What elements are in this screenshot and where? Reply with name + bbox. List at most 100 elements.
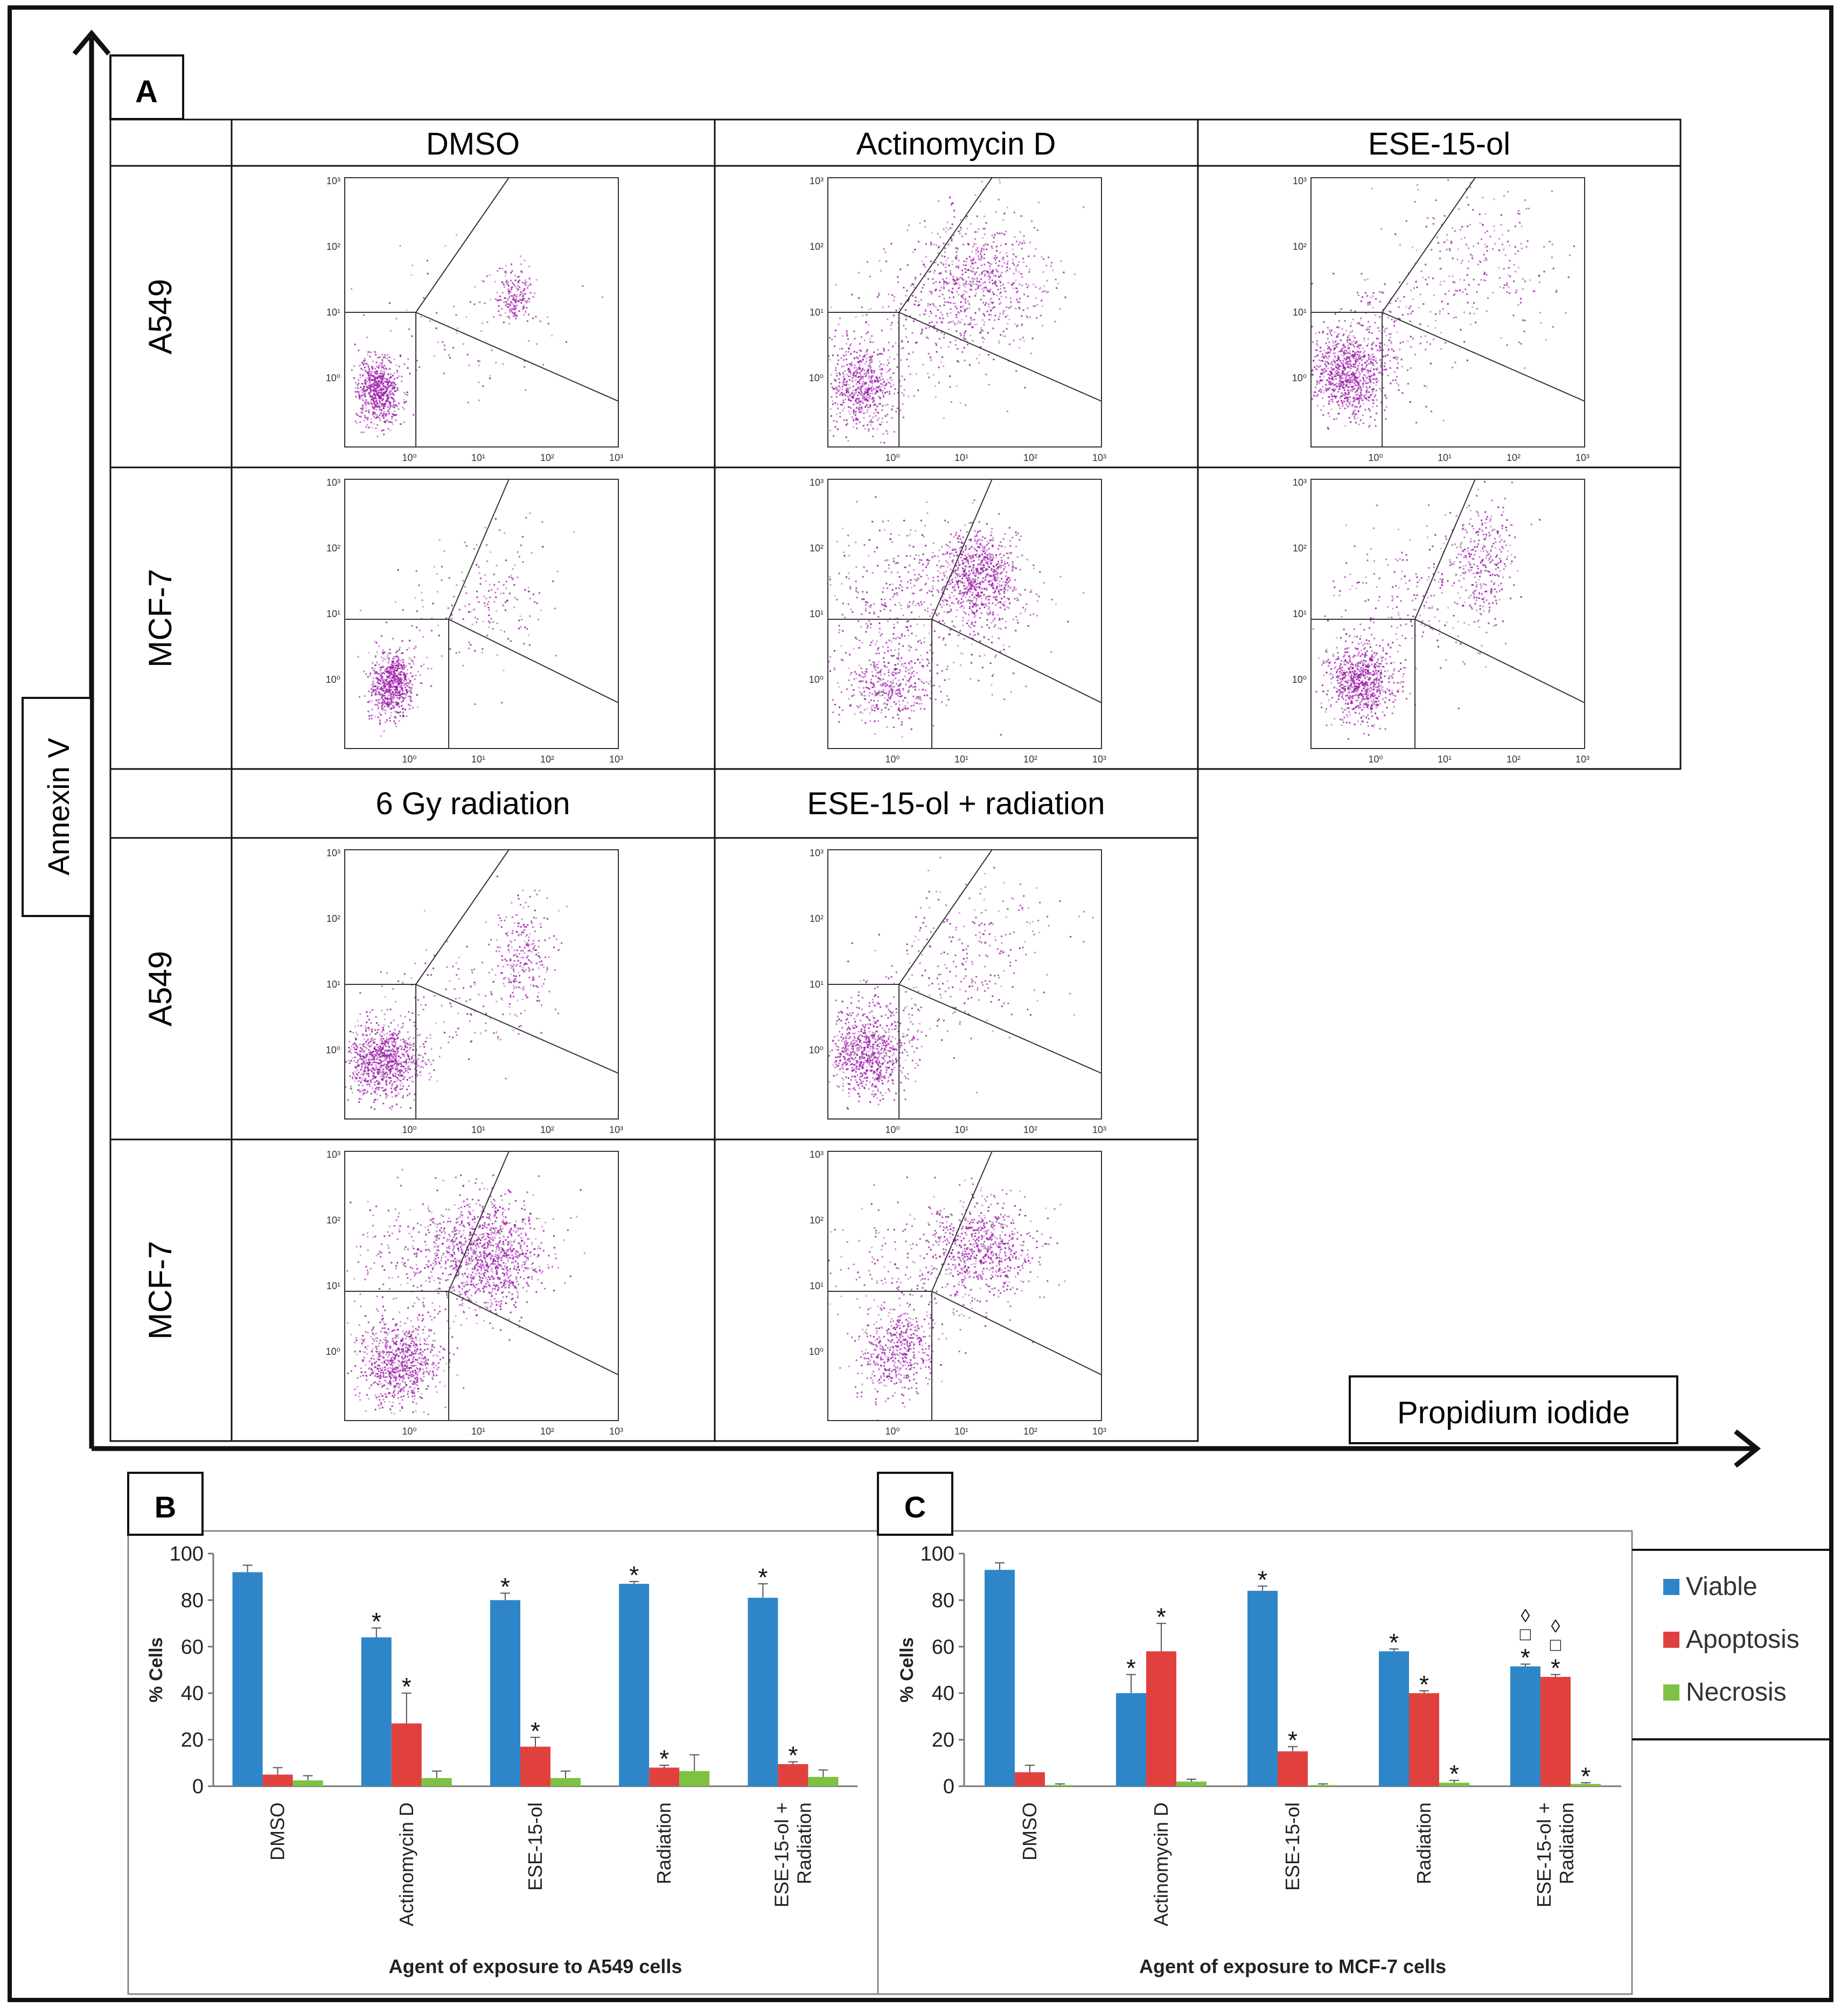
flow-y-tick: 10⁰ (809, 674, 824, 685)
bar-necrosis (1176, 1781, 1207, 1786)
significance-mark: * (758, 1563, 768, 1591)
category-label: ESE-15-ol + (770, 1802, 792, 1907)
x-axis-arrow (92, 1429, 1761, 1468)
flow-x-tick: 10² (540, 1124, 554, 1135)
bar-apoptosis (1146, 1651, 1176, 1786)
legend-label-apoptosis: Apoptosis (1686, 1625, 1800, 1654)
quadrant-gate-2 (448, 479, 510, 620)
quadrant-gate-2 (898, 849, 993, 985)
bar-necrosis (1439, 1782, 1469, 1786)
flow-plot-1: 10⁰ 10⁰ 10¹ 10¹ 10² 10² 10³ 10³ (809, 176, 1106, 463)
x-axis-label: Propidium iodide (1397, 1395, 1630, 1430)
col-header-ese-radiation: ESE-15-ol + radiation (807, 786, 1105, 821)
flow-x-tick: 10¹ (471, 452, 485, 463)
flow-x-tick: 10² (540, 452, 554, 463)
bar-necrosis (808, 1777, 839, 1786)
category-label: DMSO (1019, 1802, 1041, 1861)
flow-plot-6: 10⁰ 10⁰ 10¹ 10¹ 10² 10² 10³ 10³ (326, 848, 623, 1135)
y-tick-label: 0 (943, 1775, 954, 1798)
quadrant-gate-2 (415, 177, 510, 313)
quadrant-gate-3 (898, 984, 1102, 1074)
quadrant-gate-1 (345, 312, 417, 447)
flow-x-tick: 10² (1023, 452, 1037, 463)
significance-mark: * (659, 1745, 669, 1773)
quadrant-gate-3 (931, 1291, 1102, 1375)
flow-x-tick: 10³ (1575, 754, 1589, 765)
flow-dots (828, 179, 1085, 444)
y-tick-label: 100 (920, 1543, 954, 1565)
bar-apoptosis (649, 1767, 680, 1786)
flow-y-tick: 10¹ (1293, 609, 1307, 619)
bar-apoptosis (778, 1764, 808, 1786)
y-tick-label: 40 (932, 1682, 954, 1705)
flow-y-tick: 10² (326, 241, 340, 252)
bar-viable (1510, 1666, 1540, 1786)
flow-y-tick: 10³ (326, 1149, 340, 1160)
flow-dots (828, 496, 1085, 738)
y-tick-label: 0 (192, 1775, 204, 1798)
category-label: Actinomycin D (1150, 1802, 1172, 1926)
chart-b: 0 20 40 60 80 100 % Cells DMSO * * Actinomycin D * *… (146, 1543, 857, 1977)
grid-top (109, 118, 1682, 770)
flow-plot-2: 10⁰ 10⁰ 10¹ 10¹ 10² 10² 10³ 10³ (1292, 176, 1589, 463)
bar-apoptosis (391, 1723, 422, 1786)
bar-viable (1247, 1591, 1278, 1786)
flow-y-tick: 10³ (326, 848, 340, 858)
flow-x-tick: 10⁰ (402, 1426, 416, 1437)
flow-x-tick: 10¹ (954, 1124, 968, 1135)
flow-x-tick: 10³ (1575, 452, 1589, 463)
flow-y-tick: 10¹ (810, 1281, 824, 1291)
category-label: Radiation (793, 1802, 815, 1884)
quadrant-gate-2 (898, 177, 993, 313)
flow-dots (828, 857, 1094, 1110)
bar-apoptosis (1015, 1772, 1045, 1786)
quadrant-gate-2 (1382, 177, 1476, 313)
significance-mark: * (1288, 1726, 1298, 1754)
bar-viable (361, 1637, 392, 1786)
category-label: Actinomycin D (395, 1802, 417, 1926)
flow-x-tick: 10⁰ (1368, 754, 1383, 765)
quadrant-gate-3 (448, 1291, 619, 1375)
flow-y-tick: 10⁰ (809, 373, 824, 383)
flow-x-tick: 10⁰ (402, 1124, 416, 1135)
flow-y-tick: 10¹ (810, 609, 824, 619)
flow-x-tick: 10¹ (471, 754, 485, 765)
quadrant-gate-2 (931, 1151, 993, 1292)
flow-y-tick: 10² (810, 543, 824, 554)
flow-y-tick: 10⁰ (326, 373, 340, 383)
legend-swatch-viable (1663, 1579, 1679, 1595)
flow-x-tick: 10² (1507, 754, 1521, 765)
panel-c-label: C (904, 1490, 926, 1524)
flow-plot-frame (827, 479, 1102, 749)
flow-plot-frame (1310, 479, 1585, 749)
flow-plot-frame (827, 1151, 1102, 1421)
y-tick-label: 20 (932, 1729, 954, 1752)
x-axis-label: Agent of exposure to MCF-7 cells (1139, 1955, 1446, 1977)
bar-necrosis (292, 1780, 323, 1786)
category-label: Radiation (1413, 1802, 1435, 1884)
col-header-ese15ol: ESE-15-ol (1368, 127, 1510, 162)
bar-apoptosis (1278, 1751, 1308, 1786)
flow-y-tick: 10⁰ (809, 1346, 824, 1357)
quadrant-gate-1 (345, 619, 450, 749)
quadrant-gate-3 (931, 619, 1102, 703)
grid-bottom (109, 768, 1199, 1442)
flow-x-tick: 10² (1023, 754, 1037, 765)
significance-mark: * (531, 1717, 540, 1745)
bar-necrosis (1045, 1785, 1075, 1786)
significance-mark: * (372, 1607, 381, 1635)
y-tick-label: 80 (181, 1589, 204, 1612)
flow-x-tick: 10⁰ (885, 754, 899, 765)
significance-mark: □ (1550, 1635, 1561, 1655)
flow-x-tick: 10⁰ (885, 1124, 899, 1135)
y-tick-label: 60 (181, 1636, 204, 1659)
flow-x-tick: 10¹ (954, 754, 968, 765)
bar-viable (985, 1570, 1015, 1786)
legend-label-necrosis: Necrosis (1686, 1678, 1787, 1707)
row-label-mcf7-bottom: MCF-7 (142, 1241, 178, 1339)
flow-y-tick: 10¹ (326, 609, 340, 619)
significance-mark: * (1521, 1644, 1530, 1672)
bar-viable (1379, 1651, 1409, 1786)
bar-viable (619, 1584, 650, 1786)
